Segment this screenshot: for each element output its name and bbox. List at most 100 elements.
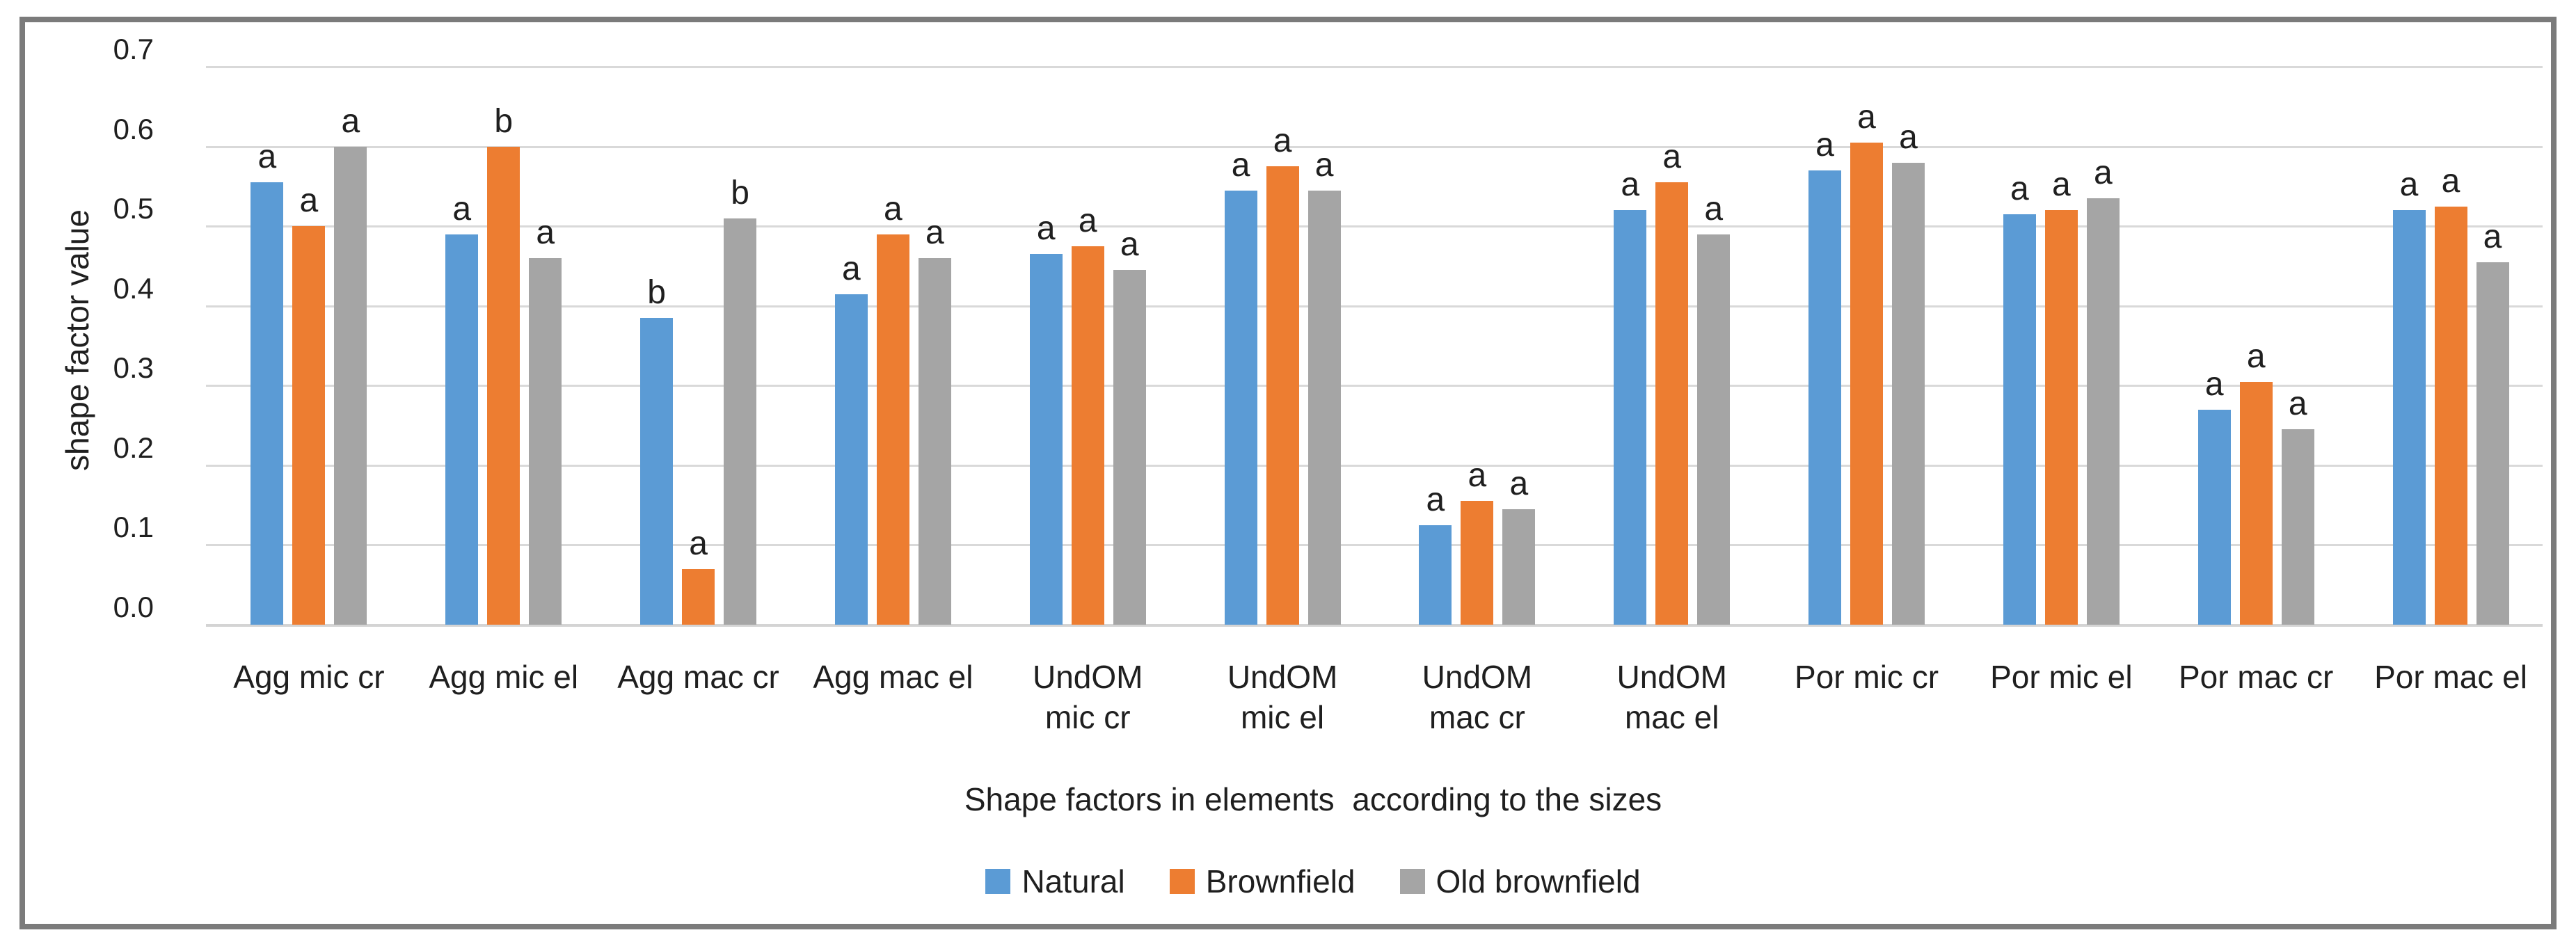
x-category-label: Agg mac el	[813, 659, 973, 695]
significance-letter: a	[1509, 465, 1529, 502]
significance-letter: a	[1857, 98, 1876, 136]
x-category-label: UndOM mac el	[1616, 659, 1727, 735]
gridline-0.3	[206, 385, 2543, 387]
bar-natural	[834, 294, 868, 625]
significance-letter: a	[2399, 166, 2419, 204]
x-category-label: Por mac el	[2374, 659, 2527, 695]
bar-natural	[640, 317, 674, 625]
legend-item-old-brownfield: Old brownfield	[1399, 863, 1641, 900]
y-tick-label: 0.7	[113, 33, 154, 65]
y-tick-label: 0.1	[113, 511, 154, 544]
x-category-label: Por mac cr	[2179, 659, 2334, 695]
gridline-0.2	[206, 464, 2543, 467]
legend-swatch-icon	[1169, 869, 1195, 894]
bar-old-brownfield	[918, 257, 951, 625]
bar-group-agg-mac-cr: b a b	[601, 67, 796, 625]
significance-letter: a	[1273, 122, 1292, 160]
significance-letter: b	[647, 273, 666, 311]
significance-letter: a	[1120, 226, 1139, 264]
x-category-label: Agg mic el	[429, 659, 579, 695]
significance-letter: a	[1314, 146, 1334, 184]
gridlines-layer	[206, 66, 2543, 627]
bar-brownfield	[292, 226, 326, 625]
significance-letter: a	[257, 138, 277, 176]
bar-natural	[2003, 214, 2036, 625]
y-tick-label: 0.2	[113, 431, 154, 464]
significance-letter: a	[842, 250, 861, 287]
bar-old-brownfield	[1113, 270, 1146, 625]
bar-natural	[2197, 409, 2231, 625]
significance-letter: a	[1426, 481, 1445, 518]
significance-letter: a	[884, 190, 903, 227]
legend-label: Natural	[1021, 863, 1125, 899]
legend-item-brownfield: Brownfield	[1169, 863, 1355, 900]
legend: Natural Brownfield Old brownfield	[25, 863, 2576, 900]
y-tick-label: 0.3	[113, 351, 154, 385]
significance-letter: a	[1468, 457, 1487, 495]
significance-letter: a	[1899, 118, 1918, 156]
bar-brownfield	[2434, 206, 2467, 625]
y-tick-label: 0.0	[113, 591, 154, 623]
bar-natural	[2392, 210, 2426, 625]
significance-letter: a	[2204, 365, 2224, 403]
bar-old-brownfield	[2476, 262, 2509, 625]
bar-old-brownfield	[724, 218, 757, 625]
bar-brownfield	[1461, 501, 1494, 625]
bar-brownfield	[682, 568, 715, 625]
significance-letter: a	[341, 102, 360, 140]
x-category-label: Por mic cr	[1795, 659, 1939, 695]
bar-brownfield	[1266, 166, 1299, 625]
bar-brownfield	[487, 146, 520, 625]
bar-brownfield	[876, 234, 909, 625]
bar-natural	[1419, 525, 1452, 625]
bar-old-brownfield	[529, 257, 562, 625]
significance-letter: b	[494, 102, 514, 140]
legend-swatch-icon	[1399, 869, 1425, 894]
x-category-label: Por mic el	[1990, 659, 2133, 695]
bar-brownfield	[1655, 182, 1689, 625]
bar-old-brownfield	[2281, 429, 2314, 625]
significance-letter: a	[452, 190, 472, 227]
x-category-label: UndOM mic el	[1227, 659, 1338, 735]
chart-border-frame: 0.0 0.1 0.2 0.3 0.4 0.5 0.6 0.7 shape factor va…	[19, 17, 2557, 929]
significance-letter: a	[925, 214, 944, 251]
significance-letter: a	[2010, 170, 2029, 207]
significance-letter: a	[1621, 166, 1640, 204]
y-tick-label: 0.5	[113, 192, 154, 225]
bar-brownfield	[2044, 210, 2078, 625]
significance-letter: a	[536, 214, 555, 251]
bar-old-brownfield	[1892, 162, 1925, 625]
y-axis-title: shape factor value	[59, 209, 95, 471]
significance-letter: a	[2094, 154, 2113, 192]
bar-brownfield	[2239, 381, 2273, 625]
bar-old-brownfield	[1502, 509, 1536, 625]
significance-letter: a	[1036, 210, 1056, 248]
y-tick-label: 0.4	[113, 271, 154, 305]
bar-natural	[1808, 170, 1842, 625]
bar-natural	[251, 182, 284, 625]
x-category-label: UndOM mic cr	[1032, 659, 1143, 735]
significance-letter: a	[1078, 202, 1097, 239]
gridline-0.0	[206, 624, 2543, 627]
significance-letter: a	[1815, 126, 1834, 163]
significance-letter: a	[2441, 162, 2460, 200]
legend-swatch-icon	[985, 869, 1011, 894]
significance-letter: b	[731, 174, 749, 211]
gridline-0.6	[206, 145, 2543, 148]
legend-item-natural: Natural	[985, 863, 1125, 900]
bar-old-brownfield	[2086, 198, 2120, 625]
significance-letter: a	[2483, 218, 2502, 255]
gridline-0.5	[206, 225, 2543, 228]
significance-letter: a	[2052, 166, 2071, 204]
significance-letter: a	[2288, 385, 2307, 423]
